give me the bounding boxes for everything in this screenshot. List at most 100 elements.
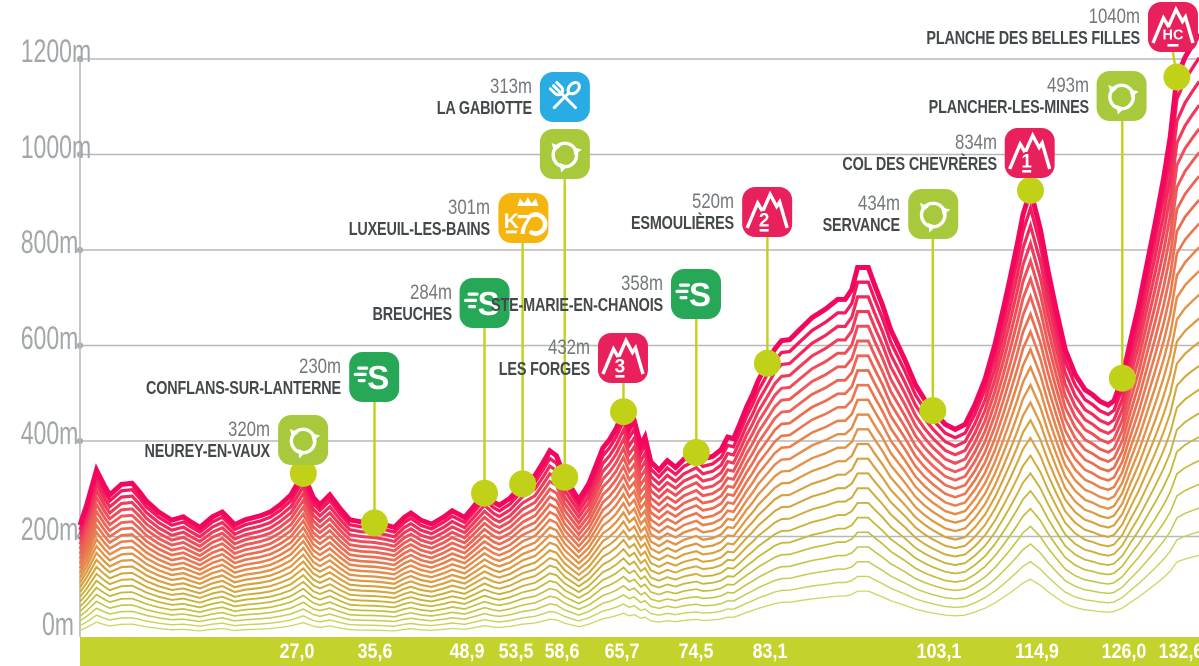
waypoint-name: STE-MARIE-EN-CHANOIS (491, 295, 663, 315)
waypoint-label: 493m PLANCHER-LES-MINES (929, 71, 1089, 121)
waypoint-dot (289, 459, 317, 487)
recycle-icon (540, 129, 590, 179)
waypoint-plancher-les-mines: 493m PLANCHER-LES-MINES (889, 71, 1147, 121)
waypoint-elevation: 301m (447, 196, 490, 219)
waypoint-label: 301m LUXEUIL-LES-BAINS (349, 193, 490, 243)
y-axis-label: 800m (20, 224, 79, 260)
waypoint-icons (908, 189, 958, 239)
profile-line-layer (78, 80, 1199, 539)
sprint-icon: S (460, 278, 510, 328)
profile-line-layer (79, 459, 1199, 613)
recycle-icon (1097, 71, 1147, 121)
waypoint-dot (361, 509, 388, 537)
recycle-icon (908, 189, 958, 239)
profile-line-layer (79, 317, 1199, 586)
waypoint-icons: 3 (598, 333, 648, 383)
profile-line-layer (79, 531, 1199, 627)
profile-line-layer (78, 175, 1199, 558)
waypoint-dot (1017, 176, 1044, 204)
waypoint-neurey-en-vaux: 320m NEUREY-EN-VAUX (113, 415, 328, 465)
waypoint-label: 834m COL DES CHEVRÈRES (842, 128, 997, 178)
waypoint-icons: S (671, 269, 721, 319)
sprint-icon: S (671, 269, 721, 319)
waypoint-icons: S (349, 352, 399, 402)
waypoint-dot (919, 397, 947, 425)
svg-text:2: 2 (759, 211, 770, 232)
waypoint-dot (471, 479, 498, 507)
distance-label: 53,5 (498, 640, 534, 663)
waypoint-dot (682, 439, 710, 466)
distance-label: 27,0 (279, 640, 315, 663)
y-axis-label: 1000m (20, 129, 92, 165)
category-3-climb-icon: 3 (598, 333, 648, 383)
waypoint-icons: HC (1148, 2, 1198, 52)
svg-text:S: S (367, 359, 389, 396)
profile-line-layer (79, 341, 1199, 590)
waypoint-breuches: 284m BREUCHES S (353, 278, 510, 328)
y-axis-label: 1200m (20, 33, 92, 69)
profile-line-layer (79, 507, 1199, 623)
distance-label: 48,9 (449, 640, 485, 663)
waypoint-name: PLANCHER-LES-MINES (928, 97, 1089, 117)
waypoint-label: 434m SERVANCE (822, 189, 901, 239)
waypoint-icons: K 7 (498, 193, 548, 243)
distance-label: 58,6 (544, 640, 580, 663)
waypoint-icons: 1 (1005, 128, 1055, 178)
waypoint-esmouli-res: 520m ESMOULIÈRES 2 (605, 187, 792, 237)
waypoint-icons: S (460, 278, 510, 328)
waypoint-name: LES FORGES (498, 359, 590, 379)
waypoint-ste-marie-en-chanois: 358m STE-MARIE-EN-CHANOIS S (448, 269, 721, 319)
waypoint-servance: 434m SERVANCE (803, 189, 958, 239)
k70-prime-icon: K 7 (498, 193, 548, 243)
waypoint-dot (1108, 364, 1136, 392)
waypoint-name: LA GABIOTTE (436, 98, 532, 118)
distance-label: 126,0 (1101, 640, 1147, 663)
waypoint-la-gabiotte: 313m LA GABIOTTE (413, 72, 590, 179)
waypoint-dot (753, 349, 781, 377)
waypoint-elevation: 230m (298, 355, 341, 378)
waypoint-dot (1163, 63, 1191, 91)
svg-text:S: S (478, 285, 500, 322)
profile-line-layer (79, 364, 1199, 595)
waypoint-elevation: 1040m (1088, 5, 1140, 28)
waypoint-icons (278, 415, 328, 465)
waypoint-name: CONFLANS-SUR-LANTERNE (145, 378, 341, 398)
profile-line-layer (79, 436, 1199, 609)
waypoint-name: COL DES CHEVRÈRES (842, 154, 997, 174)
waypoint-conflans-sur-lanterne: 230m CONFLANS-SUR-LANTERNE S (97, 352, 399, 402)
waypoint-name: SERVANCE (822, 215, 901, 235)
distance-label: 35,6 (357, 640, 393, 663)
waypoint-icons: 2 (742, 187, 792, 237)
y-axis-label: 0m (41, 606, 74, 642)
profile-line-layer (79, 554, 1199, 632)
distance-label: 83,1 (752, 640, 788, 663)
profile-line-layer (79, 483, 1199, 618)
svg-text:1: 1 (1022, 152, 1033, 173)
waypoint-luxeuil-les-bains: 301m LUXEUIL-LES-BAINS K 7 (313, 193, 548, 243)
hc-climb-icon: HC (1148, 2, 1198, 52)
profile-line-layer (78, 104, 1199, 544)
waypoint-label: 284m BREUCHES (372, 278, 452, 328)
profile-line-layer (78, 56, 1199, 535)
profile-line-layer (78, 151, 1199, 553)
distance-label: 74,5 (678, 640, 714, 663)
svg-text:7: 7 (516, 209, 532, 240)
waypoint-elevation: 493m (1046, 74, 1089, 97)
category-2-climb-icon: 2 (742, 187, 792, 237)
waypoint-label: 520m ESMOULIÈRES (631, 187, 734, 237)
waypoint-name: LUXEUIL-LES-BAINS (348, 219, 490, 239)
category-1-climb-icon: 1 (1005, 128, 1055, 178)
waypoint-elevation: 284m (409, 281, 452, 304)
profile-line-layer (79, 412, 1199, 604)
waypoint-elevation: 313m (489, 75, 532, 98)
distance-label: 132,6 (1158, 640, 1199, 663)
distance-label: 114,9 (1015, 640, 1059, 663)
waypoint-name: BREUCHES (372, 304, 452, 324)
y-axis-label: 400m (20, 415, 79, 451)
recycle-icon (278, 415, 328, 465)
distance-axis-bar (80, 637, 1199, 666)
feed-zone-icon (540, 72, 590, 122)
y-axis-label: 600m (20, 320, 79, 356)
